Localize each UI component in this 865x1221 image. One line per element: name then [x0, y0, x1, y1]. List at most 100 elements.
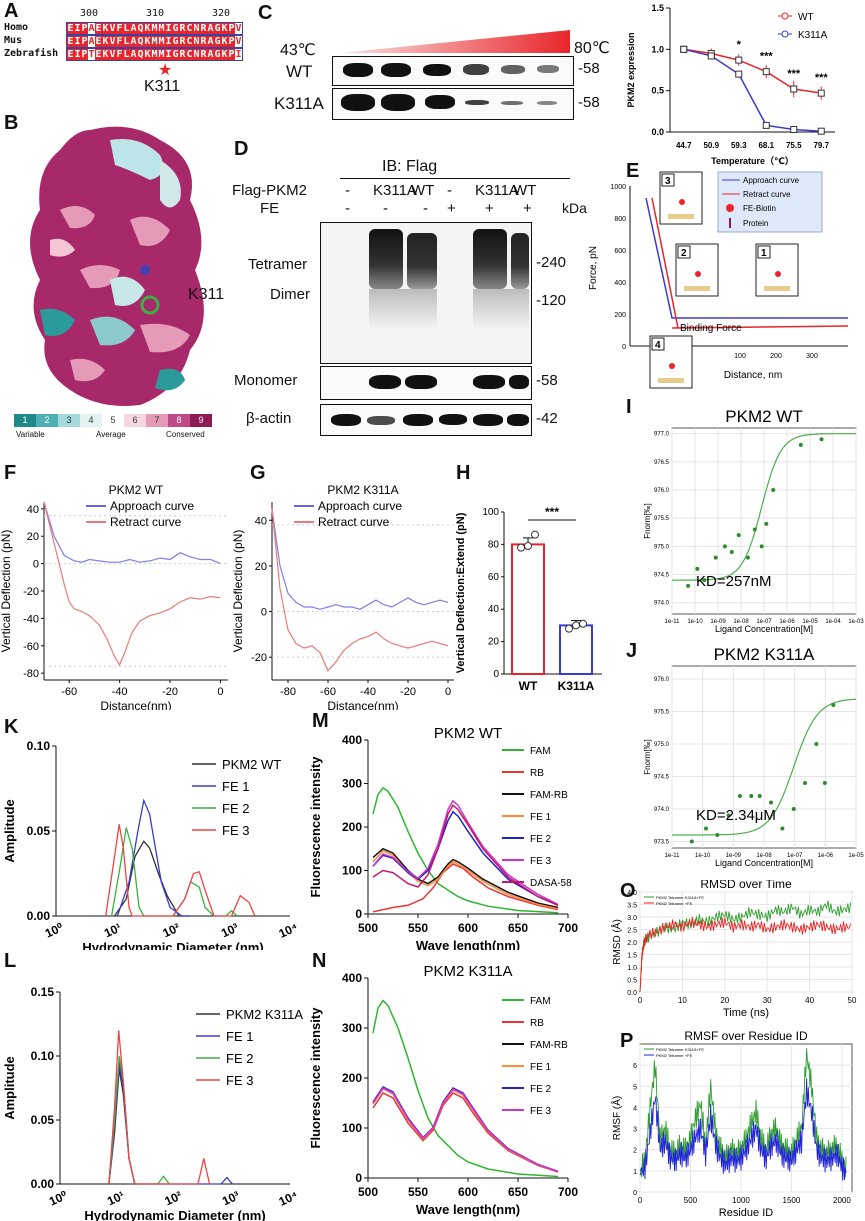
x-tick-label: 1e-07	[756, 619, 772, 625]
y-tick-label: 975.0	[654, 742, 670, 748]
step-number-box	[677, 245, 691, 259]
y-tick-label: 3	[633, 1127, 637, 1134]
x-axis-title: Hydrodynamic Diameter (nm)	[82, 940, 263, 950]
data-point	[736, 533, 741, 538]
x-axis-title: Ligand Concentration[M]	[715, 858, 813, 868]
y-tick-label: -80	[23, 668, 39, 680]
y-axis-title: Vertical Deflection (pN)	[232, 530, 245, 653]
dimer-label: Dimer	[270, 286, 310, 303]
data-point	[729, 550, 734, 554]
lane-label: WT	[411, 182, 435, 199]
y-tick-label: 1.5	[651, 3, 664, 13]
rmsd-chart: RMSD over Time 0.0 0.5 1.0 1.5 2.0 2.5 3.0 3.5 4.…	[610, 880, 857, 1019]
afm-schematic: 1000 800 600 400 200 0 100 200 300 Force, pN Dista…	[588, 171, 849, 389]
x-tick-label: 600	[458, 1185, 478, 1199]
y-tick-label: 200	[342, 1071, 362, 1085]
residue: A	[207, 23, 214, 34]
y-tick-label: 975.5	[654, 710, 670, 716]
afm-wt-chart: 40 20 0 -20 -40 -60 -80 -60 -40 -20 0 Distance(nm) V…	[0, 483, 228, 710]
x-tick-label: 20	[720, 996, 729, 1005]
x-axis-title: Wave length(nm)	[416, 1202, 520, 1217]
x-tick-label: 2000	[833, 1196, 851, 1205]
fe-sign: -	[423, 200, 428, 217]
plot-frame	[639, 1043, 853, 1193]
data-point	[713, 555, 718, 560]
monomer-label: Monomer	[234, 372, 298, 389]
y-tick-label: 2	[633, 1148, 637, 1155]
legend-label: FAM	[530, 996, 551, 1007]
panel-label-m: M	[312, 710, 329, 732]
dls-curve	[113, 840, 191, 917]
fit-curve	[672, 698, 857, 836]
align-pos-320: 320	[212, 8, 231, 19]
residue: E	[67, 36, 74, 47]
x-tick-label: 0	[445, 686, 451, 698]
residue: K	[221, 36, 228, 47]
x-tick-label: 1e-05	[848, 853, 864, 859]
spectrum-line	[372, 810, 559, 906]
lane-label: -	[447, 182, 452, 199]
y-tick-label: -20	[251, 652, 267, 664]
panel-label-l: L	[4, 950, 17, 972]
x-tick-label: 550	[408, 921, 428, 935]
step-number: 3	[665, 176, 671, 187]
significance-mark: *	[737, 39, 742, 51]
data-point	[686, 583, 691, 588]
probe-icon	[695, 271, 701, 277]
data-point	[735, 56, 743, 64]
x-tick-label: 700	[558, 1185, 578, 1199]
residue: C	[186, 49, 193, 60]
data-point	[531, 530, 539, 539]
x-tick-label: 200	[770, 353, 782, 360]
scale-cell: 9	[190, 414, 212, 427]
legend-label: FE 1	[530, 812, 552, 823]
legend-label: FE 1	[226, 1029, 253, 1044]
y-tick-label: 976.5	[654, 460, 670, 466]
scale-cell: 3	[58, 414, 80, 427]
legend-label: PKM2 WT	[222, 757, 281, 772]
legend-label: FAM-RB	[530, 1040, 568, 1051]
scale-cell: 2	[36, 414, 58, 427]
panel-label-c: C	[258, 2, 273, 24]
spectrum-line	[372, 804, 559, 906]
panel-label-p: P	[620, 1030, 634, 1052]
x-tick-label: 1e-08	[733, 619, 749, 625]
y-tick-label: 400	[342, 733, 362, 747]
y-tick-label: 974.0	[654, 601, 670, 607]
y-tick-label: 1	[633, 1169, 637, 1176]
y-tick-label: 100	[342, 864, 362, 878]
y-axis-title: RMSF (Å)	[610, 1096, 623, 1140]
residue: K	[221, 23, 228, 34]
x-tick-label: 75.5	[786, 141, 802, 150]
fe-sign: -	[383, 200, 388, 217]
y-tick-label: 40	[27, 504, 39, 516]
y-tick-label: 0	[33, 559, 39, 571]
legend-label: RB	[530, 1018, 544, 1029]
legend-label: FE 2	[530, 1084, 552, 1095]
x-tick-label: 10²	[160, 920, 182, 940]
y-tick-label: 200	[342, 820, 362, 834]
y-tick-label: 0	[355, 907, 362, 921]
data-point	[817, 89, 825, 97]
panel-label-g: G	[250, 462, 266, 484]
seq-row: Zebrafish E I P T E K V F L A Q K M M I G R C N R A G K P I	[4, 48, 243, 61]
data-point	[762, 68, 770, 76]
data-point	[757, 794, 762, 798]
data-point	[689, 839, 694, 844]
y-tick-label: 0.05	[27, 824, 51, 838]
residue: F	[116, 49, 123, 60]
y-tick-label: -40	[23, 613, 39, 625]
spectrum-line	[372, 1092, 559, 1173]
data-point	[803, 781, 808, 785]
y-axis-title: Fnorm[‰]	[643, 739, 652, 775]
x-axis-title: Wave length(nm)	[416, 938, 520, 950]
data-point	[817, 127, 825, 135]
legend-label: DASA-58	[530, 878, 572, 889]
align-pos-310: 310	[146, 8, 165, 19]
legend-marker	[781, 30, 789, 38]
residue: I	[165, 23, 172, 34]
scale-cell: 4	[80, 414, 102, 427]
panel-label-n: N	[312, 950, 327, 972]
